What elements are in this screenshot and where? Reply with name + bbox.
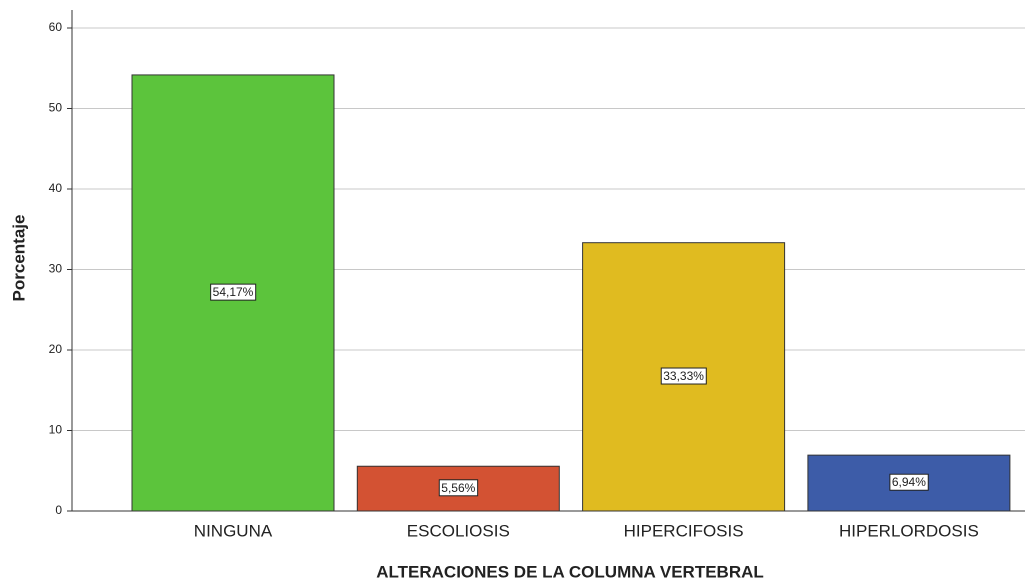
x-tick-label: NINGUNA: [194, 521, 273, 540]
y-tick-label: 50: [49, 101, 63, 115]
y-tick-label: 0: [55, 503, 62, 517]
value-label: 5,56%: [441, 481, 475, 495]
value-label: 33,33%: [663, 369, 704, 383]
bar: [807, 454, 1011, 512]
x-tick-label: ESCOLIOSIS: [407, 521, 510, 540]
x-tick-label: HIPERCIFOSIS: [624, 521, 744, 540]
y-tick-label: 60: [49, 20, 63, 34]
x-tick-label: HIPERLORDOSIS: [839, 521, 979, 540]
value-label: 54,17%: [213, 285, 254, 299]
value-label-box: [660, 367, 707, 385]
y-tick-label: 30: [49, 262, 63, 276]
value-label-box: [889, 473, 929, 491]
y-tick-label: 20: [49, 342, 63, 356]
value-label: 6,94%: [892, 475, 926, 489]
x-axis-title: ALTERACIONES DE LA COLUMNA VERTEBRAL: [376, 562, 764, 581]
value-label-box: [438, 479, 479, 497]
y-tick-label: 40: [49, 181, 63, 195]
value-label-box: [210, 283, 257, 301]
y-axis-title: Porcentaje: [9, 215, 28, 302]
y-tick-label: 10: [49, 423, 63, 437]
